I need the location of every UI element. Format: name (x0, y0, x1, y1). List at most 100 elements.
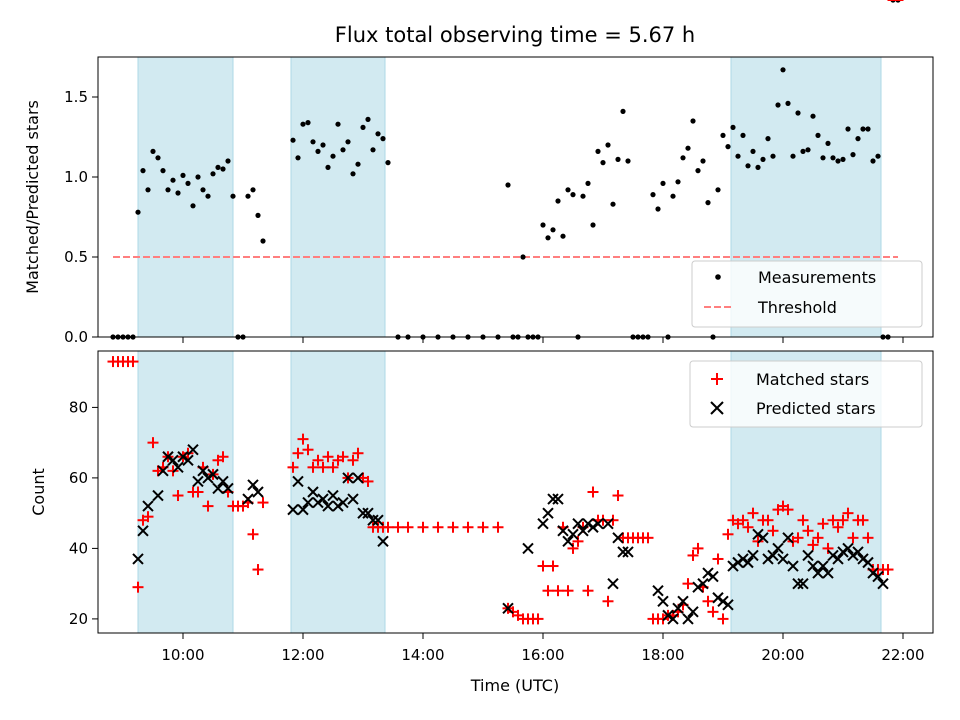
predicted-star-marker (852, 546, 864, 558)
predicted-star-marker (522, 542, 534, 555)
predicted-star-marker (807, 560, 819, 572)
measurement-point (245, 193, 251, 199)
matched-star-marker (782, 504, 794, 516)
measurement-point (825, 140, 831, 146)
marker-stroke (682, 613, 694, 625)
marker-stroke (312, 496, 324, 509)
matched-star-marker (607, 514, 619, 526)
measurement-point (520, 254, 526, 260)
shaded-interval (137, 350, 234, 634)
measurement-point (865, 126, 871, 132)
predicted-star-marker (682, 613, 694, 625)
measurement-point (170, 177, 176, 183)
marker-stroke (622, 546, 634, 558)
measurement-point (795, 110, 801, 116)
matched-star-marker (202, 500, 214, 512)
predicted-star-marker (307, 486, 319, 498)
x-tick-label: 18:00 (641, 646, 684, 664)
measurement-point (210, 171, 216, 177)
predicted-star-marker (137, 525, 149, 537)
marker-stroke (207, 468, 219, 481)
marker-stroke (552, 493, 564, 505)
matched-star-marker (417, 521, 429, 533)
predicted-star-marker (537, 518, 549, 530)
predicted-star-marker (167, 454, 179, 466)
marker-stroke (577, 525, 589, 537)
matched-star-marker (447, 521, 459, 533)
matched-star-marker (587, 486, 599, 498)
measurement-point (595, 148, 601, 154)
predicted-star-marker (342, 472, 354, 484)
measurement-point (190, 203, 196, 209)
marker-stroke (297, 503, 309, 516)
marker-stroke (347, 493, 359, 505)
predicted-star-marker (667, 613, 679, 625)
predicted-star-marker (662, 609, 674, 622)
matched-star-marker (312, 454, 324, 466)
marker-stroke (802, 549, 814, 562)
predicted-star-marker (652, 584, 664, 597)
predicted-star-marker (182, 454, 194, 466)
predicted-star-marker (587, 521, 599, 533)
marker-stroke (747, 549, 759, 562)
predicted-star-marker (322, 500, 334, 512)
marker-stroke (817, 560, 829, 572)
matched-star-marker (142, 511, 154, 523)
measurement-point (560, 233, 566, 239)
matched-star-marker (147, 437, 159, 449)
predicted-star-marker (752, 528, 764, 541)
predicted-star-marker (247, 479, 259, 491)
matched-star-marker (822, 542, 834, 554)
matched-star-marker (682, 578, 694, 590)
predicted-star-marker (152, 489, 164, 502)
measurement-point (160, 168, 166, 174)
matched-star-marker (217, 451, 229, 463)
marker-stroke (317, 493, 329, 505)
marker-stroke (142, 500, 154, 512)
marker-stroke (362, 507, 374, 519)
marker-stroke (137, 525, 149, 537)
matched-star-marker (192, 486, 204, 498)
matched-star-marker (582, 585, 594, 597)
matched-star-marker (307, 461, 319, 473)
predicted-star-marker (252, 486, 264, 498)
predicted-star-marker (612, 532, 624, 544)
predicted-star-marker (672, 602, 684, 615)
marker-stroke (662, 609, 674, 622)
marker-stroke (247, 479, 259, 491)
measurement-point (805, 147, 811, 153)
matched-star-marker (532, 613, 544, 625)
marker-stroke (572, 518, 584, 530)
matched-star-marker (642, 532, 654, 544)
predicted-star-marker (602, 518, 614, 530)
measurement-point (770, 153, 776, 159)
matched-star-marker (182, 447, 194, 459)
measurement-point (555, 198, 561, 204)
matched-star-marker (172, 490, 184, 502)
measurement-point (680, 155, 686, 161)
marker-stroke (617, 546, 629, 558)
predicted-star-marker (362, 507, 374, 519)
predicted-star-marker (552, 493, 564, 505)
predicted-star-marker (737, 553, 749, 565)
measurement-point (625, 158, 631, 164)
measurement-point (260, 238, 266, 244)
predicted-star-marker (747, 549, 759, 562)
predicted-star-marker (742, 556, 754, 569)
measurement-point (655, 206, 661, 212)
x-tick-label: 20:00 (761, 646, 804, 664)
marker-stroke (172, 461, 184, 474)
matched-star-marker (492, 521, 504, 533)
measurement-point (365, 116, 371, 122)
predicted-star-marker (567, 528, 579, 541)
predicted-star-marker (297, 503, 309, 516)
measurement-point (540, 222, 546, 228)
measurement-point (355, 161, 361, 167)
matched-star-marker (862, 532, 874, 544)
matched-star-marker (462, 521, 474, 533)
predicted-star-marker (242, 493, 254, 505)
shaded-interval (290, 56, 386, 338)
measurement-point (565, 187, 571, 193)
matched-star-marker (362, 475, 374, 487)
matched-star-marker (737, 514, 749, 526)
